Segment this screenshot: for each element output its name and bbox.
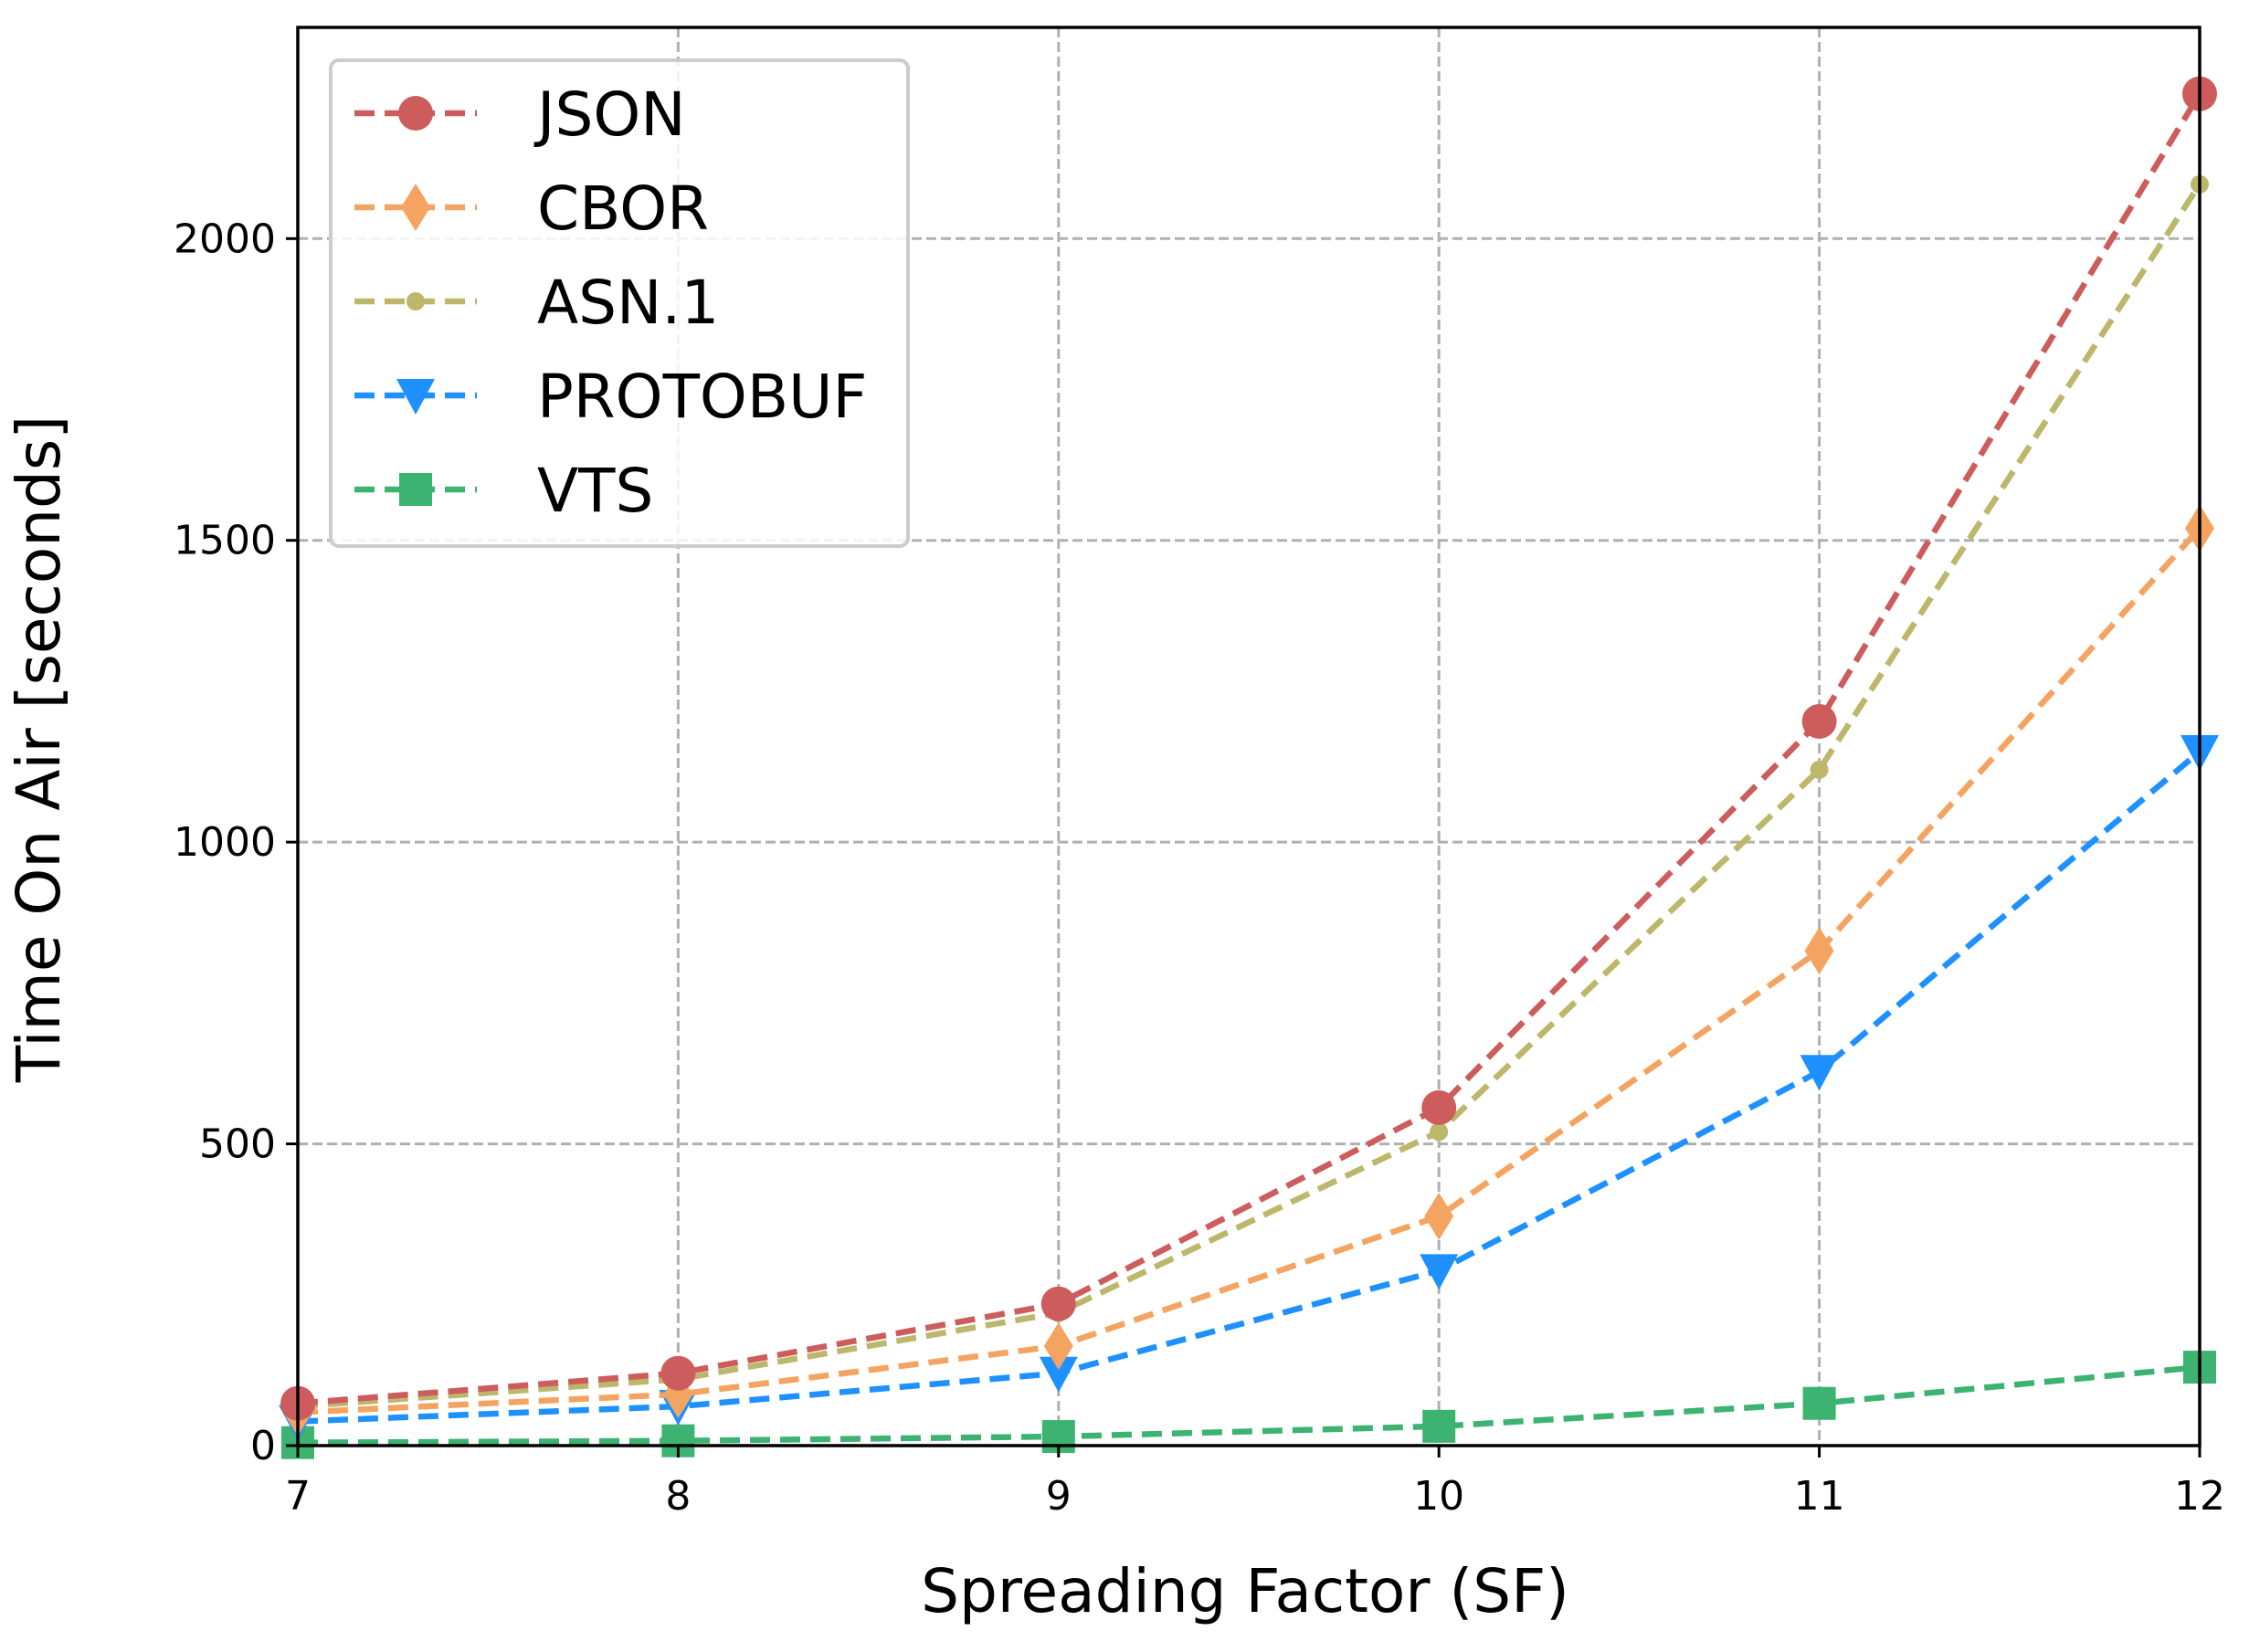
data-point-cbor bbox=[1804, 927, 1834, 975]
data-point-cbor bbox=[1424, 1192, 1454, 1240]
series-line-asn-1 bbox=[297, 183, 2202, 1410]
y-tick-label: 500 bbox=[199, 1121, 276, 1168]
plot-frame bbox=[296, 26, 2201, 1447]
data-point-json bbox=[660, 1355, 696, 1391]
legend-label-vts: VTS bbox=[537, 456, 653, 526]
data-point-asn-1 bbox=[1430, 1122, 1449, 1142]
x-tick-label: 9 bbox=[1046, 1473, 1072, 1520]
series-vts bbox=[281, 1351, 2216, 1459]
x-tick-label: 10 bbox=[1413, 1473, 1464, 1520]
data-point-protobuf bbox=[1039, 1356, 1078, 1393]
data-point-json bbox=[1040, 1286, 1076, 1321]
data-point-json bbox=[1421, 1089, 1457, 1125]
y-tick-label: 0 bbox=[250, 1423, 276, 1469]
legend-entry-protobuf: PROTOBUF bbox=[354, 362, 867, 432]
legend-marker-asn-1 bbox=[407, 292, 425, 310]
series-cbor bbox=[283, 504, 2214, 1436]
legend-label-json: JSON bbox=[533, 79, 686, 150]
data-point-protobuf bbox=[1420, 1254, 1459, 1290]
data-point-vts bbox=[1422, 1409, 1456, 1443]
legend-marker-protobuf bbox=[396, 379, 435, 415]
data-point-vts bbox=[1802, 1386, 1836, 1420]
data-point-protobuf bbox=[1800, 1055, 1839, 1091]
x-tick-label: 11 bbox=[1794, 1473, 1845, 1520]
series-line-json bbox=[297, 92, 2202, 1406]
x-axis-title: Spreading Factor (SF) bbox=[921, 1556, 1569, 1626]
y-axis-title: Time On Air [seconds] bbox=[4, 416, 74, 1083]
data-point-asn-1 bbox=[1810, 760, 1829, 779]
x-tick-label: 12 bbox=[2174, 1473, 2225, 1520]
series-line-protobuf bbox=[297, 749, 2202, 1425]
x-tick-label: 8 bbox=[665, 1473, 691, 1520]
y-tick-label: 1500 bbox=[174, 518, 276, 564]
legend-entry-vts: VTS bbox=[354, 456, 653, 526]
legend-label-cbor: CBOR bbox=[537, 174, 709, 244]
legend-box bbox=[329, 58, 910, 548]
legend-entry-json: JSON bbox=[354, 79, 686, 150]
y-tick-label: 1000 bbox=[174, 819, 276, 866]
legend-marker-vts bbox=[399, 473, 432, 506]
legend-entry-cbor: CBOR bbox=[354, 174, 709, 244]
legend-label-protobuf: PROTOBUF bbox=[537, 362, 867, 432]
legend-layer: JSON CBOR ASN.1 PROTOBUF VTS bbox=[329, 58, 910, 548]
data-point-json bbox=[1801, 703, 1837, 739]
series-line-vts bbox=[297, 1363, 2201, 1446]
legend-marker-cbor bbox=[401, 184, 430, 231]
series-line-cbor bbox=[297, 526, 2202, 1415]
x-tick-label: 7 bbox=[285, 1473, 311, 1520]
legend-entry-asn-1: ASN.1 bbox=[354, 268, 719, 338]
legend-label-asn-1: ASN.1 bbox=[537, 268, 719, 338]
series-json bbox=[280, 76, 2217, 1421]
data-point-cbor bbox=[1043, 1321, 1073, 1370]
legend-marker-json bbox=[398, 96, 433, 131]
y-tick-label: 2000 bbox=[174, 216, 276, 262]
axes-layer: 7 8 9 10 11 12 0 500 1000 1500 2000 bbox=[174, 26, 2225, 1520]
